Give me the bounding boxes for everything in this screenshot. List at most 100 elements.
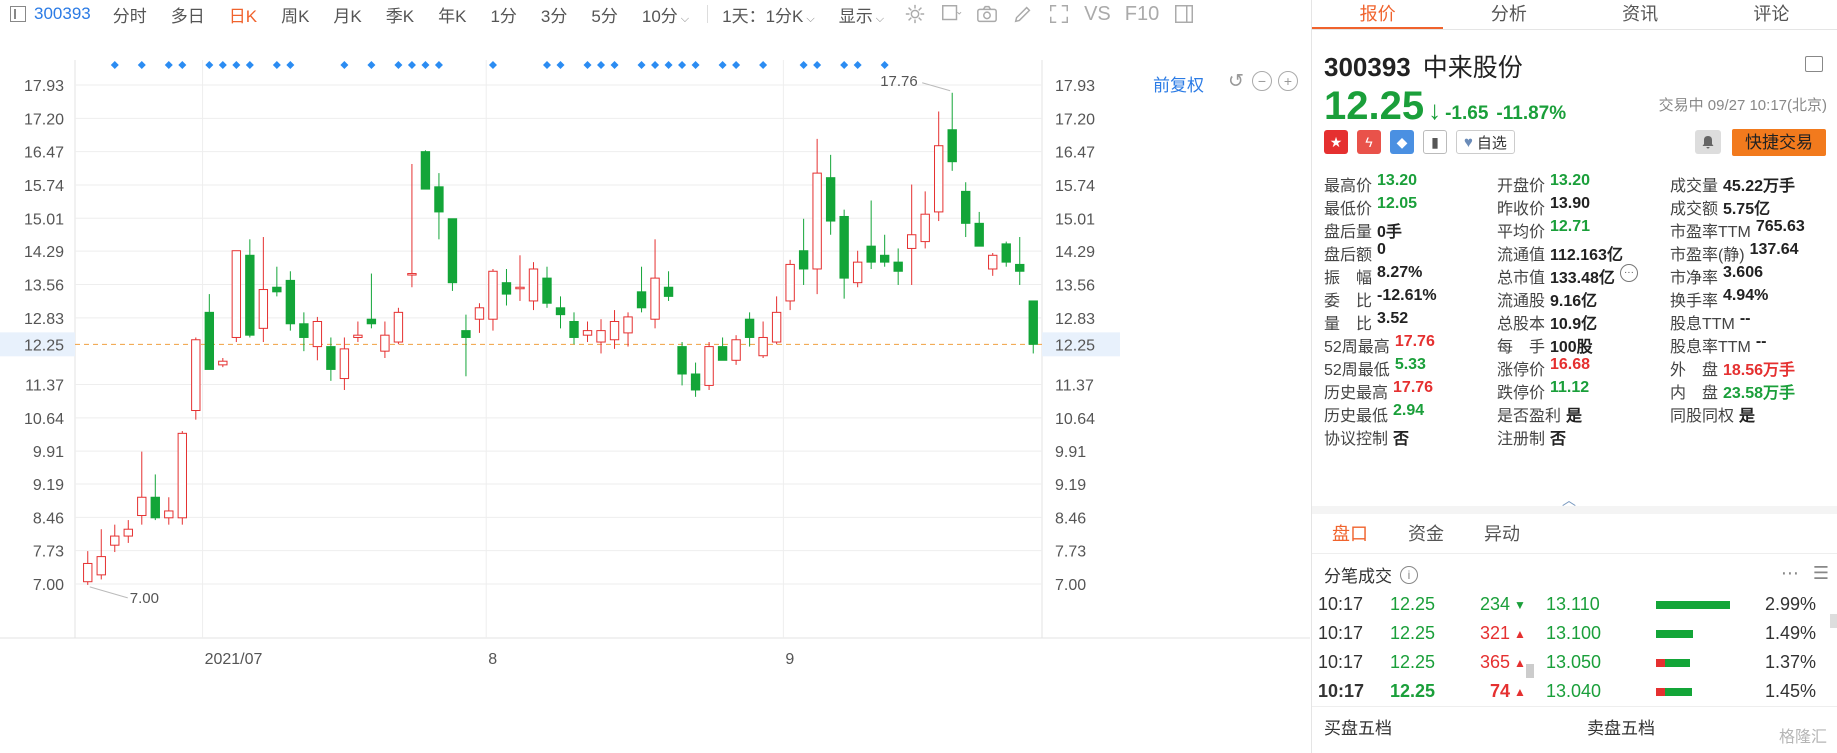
candle-down[interactable]: [866, 245, 876, 263]
candle-up[interactable]: [177, 432, 187, 519]
candle-down[interactable]: [569, 320, 579, 338]
candle-down[interactable]: [947, 129, 957, 163]
candle-down[interactable]: [299, 323, 309, 338]
candle-down[interactable]: [974, 222, 984, 247]
period-tab-1min[interactable]: 1分: [490, 6, 517, 26]
tab-orderbook[interactable]: 盘口: [1332, 524, 1368, 544]
candle-up[interactable]: [515, 286, 525, 290]
distribution-scrollbar[interactable]: [1830, 614, 1837, 628]
candle-up[interactable]: [528, 268, 539, 302]
candle-down[interactable]: [326, 346, 336, 370]
sidebar-toggle-icon[interactable]: [10, 6, 26, 22]
candle-up[interactable]: [920, 213, 930, 243]
candle-down[interactable]: [893, 261, 903, 272]
candle-up[interactable]: [218, 360, 228, 366]
candle-up[interactable]: [771, 311, 782, 343]
event-marker[interactable]: [853, 61, 862, 69]
tag-icon[interactable]: ◆: [1390, 130, 1414, 154]
reset-icon[interactable]: ↺: [1228, 70, 1244, 92]
candle-up[interactable]: [934, 145, 944, 213]
candle-up[interactable]: [785, 263, 795, 302]
period-tab-multiday[interactable]: 多日: [170, 6, 205, 26]
buy-book-title[interactable]: 买盘五档: [1324, 719, 1392, 738]
info-icon[interactable]: i: [1400, 565, 1418, 584]
candle-down[interactable]: [677, 346, 687, 375]
sell-book-title[interactable]: 卖盘五档: [1587, 719, 1655, 738]
period-tab-5min[interactable]: 5分: [591, 6, 618, 26]
zoom-in-icon[interactable]: +: [1278, 71, 1298, 91]
interval-select[interactable]: 1天：1分K ⌵: [722, 2, 815, 27]
candle-down[interactable]: [1015, 263, 1025, 272]
event-marker[interactable]: [286, 61, 295, 69]
layout-icon[interactable]: [940, 3, 962, 25]
candle-down[interactable]: [1001, 243, 1011, 263]
candle-up[interactable]: [407, 273, 417, 276]
candle-up[interactable]: [339, 348, 350, 380]
compare-button[interactable]: VS: [1084, 2, 1111, 25]
candle-up[interactable]: [704, 346, 714, 386]
period-tab-monthly[interactable]: 月K: [333, 6, 362, 26]
tick-list[interactable]: 10:17 12.25 234 ▼ 10:17 12.25 321 ▲ 10:17 12.25 36…: [1318, 590, 1533, 698]
event-marker[interactable]: [597, 61, 606, 69]
candle-down[interactable]: [285, 279, 296, 325]
candle-down[interactable]: [461, 330, 471, 338]
candle-down[interactable]: [272, 286, 282, 293]
tab-quote[interactable]: 报价: [1312, 0, 1444, 29]
tab-capital[interactable]: 资金: [1408, 524, 1444, 544]
price-distribution[interactable]: 13.110 2.99% 13.100 1.49% 13.050 1.37% 13.040 1…: [1546, 590, 1836, 698]
event-marker[interactable]: [394, 61, 403, 69]
candle-down[interactable]: [636, 291, 647, 309]
period-tab-3min[interactable]: 3分: [540, 6, 568, 26]
event-marker[interactable]: [434, 61, 443, 69]
candle-up[interactable]: [609, 320, 620, 341]
event-marker[interactable]: [178, 61, 187, 69]
event-marker[interactable]: [799, 61, 808, 69]
event-marker[interactable]: [840, 61, 849, 69]
event-marker[interactable]: [340, 61, 349, 69]
event-marker[interactable]: [367, 61, 376, 69]
candle-up[interactable]: [231, 250, 242, 338]
bookmark-icon[interactable]: ▮: [1423, 130, 1447, 154]
pen-icon[interactable]: [1012, 3, 1034, 25]
event-marker[interactable]: [651, 61, 660, 69]
event-marker[interactable]: [732, 61, 741, 69]
lightning-icon[interactable]: ϟ: [1357, 130, 1381, 154]
candle-up[interactable]: [191, 339, 201, 412]
event-marker[interactable]: [678, 61, 687, 69]
tab-alerts[interactable]: 异动: [1484, 524, 1520, 544]
candle-up[interactable]: [123, 528, 133, 537]
period-tab-intraday[interactable]: 分时: [112, 6, 147, 26]
event-marker[interactable]: [556, 61, 565, 69]
candle-up[interactable]: [380, 334, 390, 352]
more-options-icon[interactable]: ···: [1619, 263, 1638, 282]
candle-down[interactable]: [798, 250, 809, 270]
candle-down[interactable]: [839, 215, 849, 279]
candle-down[interactable]: [245, 254, 255, 336]
candle-up[interactable]: [852, 261, 863, 284]
event-marker[interactable]: [421, 61, 430, 69]
panel-toggle-icon[interactable]: [1173, 3, 1195, 25]
candle-down[interactable]: [555, 307, 566, 316]
event-marker[interactable]: [407, 61, 416, 69]
candle-down[interactable]: [1028, 300, 1038, 345]
tab-analysis[interactable]: 分析: [1490, 4, 1527, 24]
event-marker[interactable]: [137, 61, 146, 69]
candle-up[interactable]: [758, 336, 768, 357]
f10-button[interactable]: F10: [1124, 2, 1160, 25]
candle-down[interactable]: [961, 190, 971, 224]
event-marker[interactable]: [488, 61, 497, 69]
display-menu[interactable]: 显示 ⌵: [839, 2, 884, 27]
tab-comments[interactable]: 评论: [1753, 4, 1790, 24]
candle-up[interactable]: [906, 234, 917, 249]
candle-down[interactable]: [434, 186, 444, 213]
event-marker[interactable]: [232, 61, 241, 69]
candle-up[interactable]: [353, 334, 363, 338]
period-tab-weekly[interactable]: 周K: [281, 6, 310, 26]
candle-down[interactable]: [663, 286, 674, 297]
event-marker[interactable]: [205, 61, 214, 69]
camera-icon[interactable]: [976, 3, 998, 25]
stock-code-link[interactable]: 300393: [34, 4, 91, 23]
candle-down[interactable]: [204, 311, 215, 370]
zoom-out-icon[interactable]: −: [1252, 71, 1272, 91]
candle-down[interactable]: [150, 496, 160, 519]
